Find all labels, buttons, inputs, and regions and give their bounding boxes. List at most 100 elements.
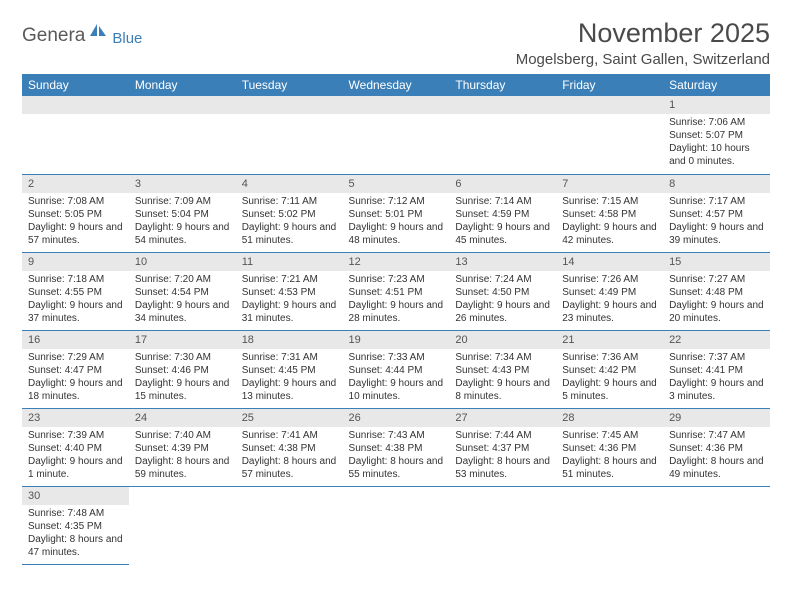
day-number: 23 <box>22 409 129 427</box>
day-number: 1 <box>663 96 770 114</box>
day-number: 3 <box>129 175 236 193</box>
day-number: 26 <box>343 409 450 427</box>
day-content: Sunrise: 7:26 AMSunset: 4:49 PMDaylight:… <box>556 271 663 329</box>
day-number: 11 <box>236 253 343 271</box>
day-content: Sunrise: 7:34 AMSunset: 4:43 PMDaylight:… <box>449 349 556 407</box>
day-content: Sunrise: 7:21 AMSunset: 4:53 PMDaylight:… <box>236 271 343 329</box>
calendar-day-cell <box>343 486 450 564</box>
day-number: 13 <box>449 253 556 271</box>
day-number-blank <box>449 96 556 114</box>
calendar-day-cell: 4Sunrise: 7:11 AMSunset: 5:02 PMDaylight… <box>236 174 343 252</box>
calendar-day-cell <box>236 96 343 174</box>
day-content: Sunrise: 7:17 AMSunset: 4:57 PMDaylight:… <box>663 193 770 251</box>
calendar-day-cell: 8Sunrise: 7:17 AMSunset: 4:57 PMDaylight… <box>663 174 770 252</box>
calendar-week-row: 9Sunrise: 7:18 AMSunset: 4:55 PMDaylight… <box>22 252 770 330</box>
header: Genera Blue November 2025 Mogelsberg, Sa… <box>22 18 770 68</box>
calendar-day-cell: 13Sunrise: 7:24 AMSunset: 4:50 PMDayligh… <box>449 252 556 330</box>
calendar-week-row: 16Sunrise: 7:29 AMSunset: 4:47 PMDayligh… <box>22 330 770 408</box>
day-number: 20 <box>449 331 556 349</box>
day-content: Sunrise: 7:14 AMSunset: 4:59 PMDaylight:… <box>449 193 556 251</box>
column-header: Thursday <box>449 74 556 96</box>
day-number: 24 <box>129 409 236 427</box>
calendar-day-cell: 3Sunrise: 7:09 AMSunset: 5:04 PMDaylight… <box>129 174 236 252</box>
calendar-day-cell: 17Sunrise: 7:30 AMSunset: 4:46 PMDayligh… <box>129 330 236 408</box>
day-content: Sunrise: 7:08 AMSunset: 5:05 PMDaylight:… <box>22 193 129 251</box>
location: Mogelsberg, Saint Gallen, Switzerland <box>516 51 770 68</box>
logo: Genera Blue <box>22 22 142 49</box>
day-number-blank <box>129 96 236 114</box>
day-content: Sunrise: 7:29 AMSunset: 4:47 PMDaylight:… <box>22 349 129 407</box>
day-content: Sunrise: 7:09 AMSunset: 5:04 PMDaylight:… <box>129 193 236 251</box>
day-number: 19 <box>343 331 450 349</box>
calendar-day-cell <box>22 96 129 174</box>
calendar-day-cell <box>449 96 556 174</box>
column-header: Friday <box>556 74 663 96</box>
day-content: Sunrise: 7:18 AMSunset: 4:55 PMDaylight:… <box>22 271 129 329</box>
day-number-blank <box>236 96 343 114</box>
calendar-day-cell: 1Sunrise: 7:06 AMSunset: 5:07 PMDaylight… <box>663 96 770 174</box>
calendar-day-cell: 25Sunrise: 7:41 AMSunset: 4:38 PMDayligh… <box>236 408 343 486</box>
calendar-day-cell: 24Sunrise: 7:40 AMSunset: 4:39 PMDayligh… <box>129 408 236 486</box>
day-content: Sunrise: 7:45 AMSunset: 4:36 PMDaylight:… <box>556 427 663 485</box>
day-number: 22 <box>663 331 770 349</box>
calendar-day-cell <box>236 486 343 564</box>
day-number: 4 <box>236 175 343 193</box>
day-content: Sunrise: 7:41 AMSunset: 4:38 PMDaylight:… <box>236 427 343 485</box>
day-content: Sunrise: 7:30 AMSunset: 4:46 PMDaylight:… <box>129 349 236 407</box>
calendar-day-cell: 27Sunrise: 7:44 AMSunset: 4:37 PMDayligh… <box>449 408 556 486</box>
calendar-day-cell: 22Sunrise: 7:37 AMSunset: 4:41 PMDayligh… <box>663 330 770 408</box>
logo-text-main: Genera <box>22 25 85 47</box>
day-number-blank <box>22 96 129 114</box>
calendar-header-row: SundayMondayTuesdayWednesdayThursdayFrid… <box>22 74 770 96</box>
calendar-day-cell: 16Sunrise: 7:29 AMSunset: 4:47 PMDayligh… <box>22 330 129 408</box>
column-header: Wednesday <box>343 74 450 96</box>
calendar-day-cell: 26Sunrise: 7:43 AMSunset: 4:38 PMDayligh… <box>343 408 450 486</box>
calendar-day-cell <box>129 486 236 564</box>
column-header: Monday <box>129 74 236 96</box>
day-content: Sunrise: 7:43 AMSunset: 4:38 PMDaylight:… <box>343 427 450 485</box>
day-content: Sunrise: 7:31 AMSunset: 4:45 PMDaylight:… <box>236 349 343 407</box>
day-number: 16 <box>22 331 129 349</box>
day-content: Sunrise: 7:27 AMSunset: 4:48 PMDaylight:… <box>663 271 770 329</box>
day-number: 30 <box>22 487 129 505</box>
day-number: 25 <box>236 409 343 427</box>
calendar-day-cell: 6Sunrise: 7:14 AMSunset: 4:59 PMDaylight… <box>449 174 556 252</box>
day-content: Sunrise: 7:15 AMSunset: 4:58 PMDaylight:… <box>556 193 663 251</box>
calendar-week-row: 30Sunrise: 7:48 AMSunset: 4:35 PMDayligh… <box>22 486 770 564</box>
calendar-day-cell <box>663 486 770 564</box>
calendar-day-cell: 29Sunrise: 7:47 AMSunset: 4:36 PMDayligh… <box>663 408 770 486</box>
calendar-day-cell: 10Sunrise: 7:20 AMSunset: 4:54 PMDayligh… <box>129 252 236 330</box>
day-number: 21 <box>556 331 663 349</box>
calendar-day-cell: 12Sunrise: 7:23 AMSunset: 4:51 PMDayligh… <box>343 252 450 330</box>
calendar-day-cell: 7Sunrise: 7:15 AMSunset: 4:58 PMDaylight… <box>556 174 663 252</box>
calendar-day-cell: 11Sunrise: 7:21 AMSunset: 4:53 PMDayligh… <box>236 252 343 330</box>
column-header: Saturday <box>663 74 770 96</box>
day-content: Sunrise: 7:24 AMSunset: 4:50 PMDaylight:… <box>449 271 556 329</box>
day-number-blank <box>343 96 450 114</box>
calendar-day-cell: 21Sunrise: 7:36 AMSunset: 4:42 PMDayligh… <box>556 330 663 408</box>
day-number: 9 <box>22 253 129 271</box>
day-number: 28 <box>556 409 663 427</box>
day-content: Sunrise: 7:36 AMSunset: 4:42 PMDaylight:… <box>556 349 663 407</box>
calendar-table: SundayMondayTuesdayWednesdayThursdayFrid… <box>22 74 770 565</box>
calendar-day-cell: 15Sunrise: 7:27 AMSunset: 4:48 PMDayligh… <box>663 252 770 330</box>
day-number: 15 <box>663 253 770 271</box>
day-number: 10 <box>129 253 236 271</box>
calendar-day-cell: 30Sunrise: 7:48 AMSunset: 4:35 PMDayligh… <box>22 486 129 564</box>
day-number: 5 <box>343 175 450 193</box>
column-header: Sunday <box>22 74 129 96</box>
day-content: Sunrise: 7:11 AMSunset: 5:02 PMDaylight:… <box>236 193 343 251</box>
calendar-day-cell: 2Sunrise: 7:08 AMSunset: 5:05 PMDaylight… <box>22 174 129 252</box>
calendar-week-row: 23Sunrise: 7:39 AMSunset: 4:40 PMDayligh… <box>22 408 770 486</box>
day-content: Sunrise: 7:23 AMSunset: 4:51 PMDaylight:… <box>343 271 450 329</box>
calendar-day-cell: 20Sunrise: 7:34 AMSunset: 4:43 PMDayligh… <box>449 330 556 408</box>
logo-text-sub: Blue <box>112 30 142 47</box>
day-content: Sunrise: 7:47 AMSunset: 4:36 PMDaylight:… <box>663 427 770 485</box>
calendar-day-cell <box>129 96 236 174</box>
day-content: Sunrise: 7:44 AMSunset: 4:37 PMDaylight:… <box>449 427 556 485</box>
day-number: 29 <box>663 409 770 427</box>
column-header: Tuesday <box>236 74 343 96</box>
sail-icon <box>88 22 108 43</box>
calendar-day-cell: 19Sunrise: 7:33 AMSunset: 4:44 PMDayligh… <box>343 330 450 408</box>
calendar-day-cell: 28Sunrise: 7:45 AMSunset: 4:36 PMDayligh… <box>556 408 663 486</box>
